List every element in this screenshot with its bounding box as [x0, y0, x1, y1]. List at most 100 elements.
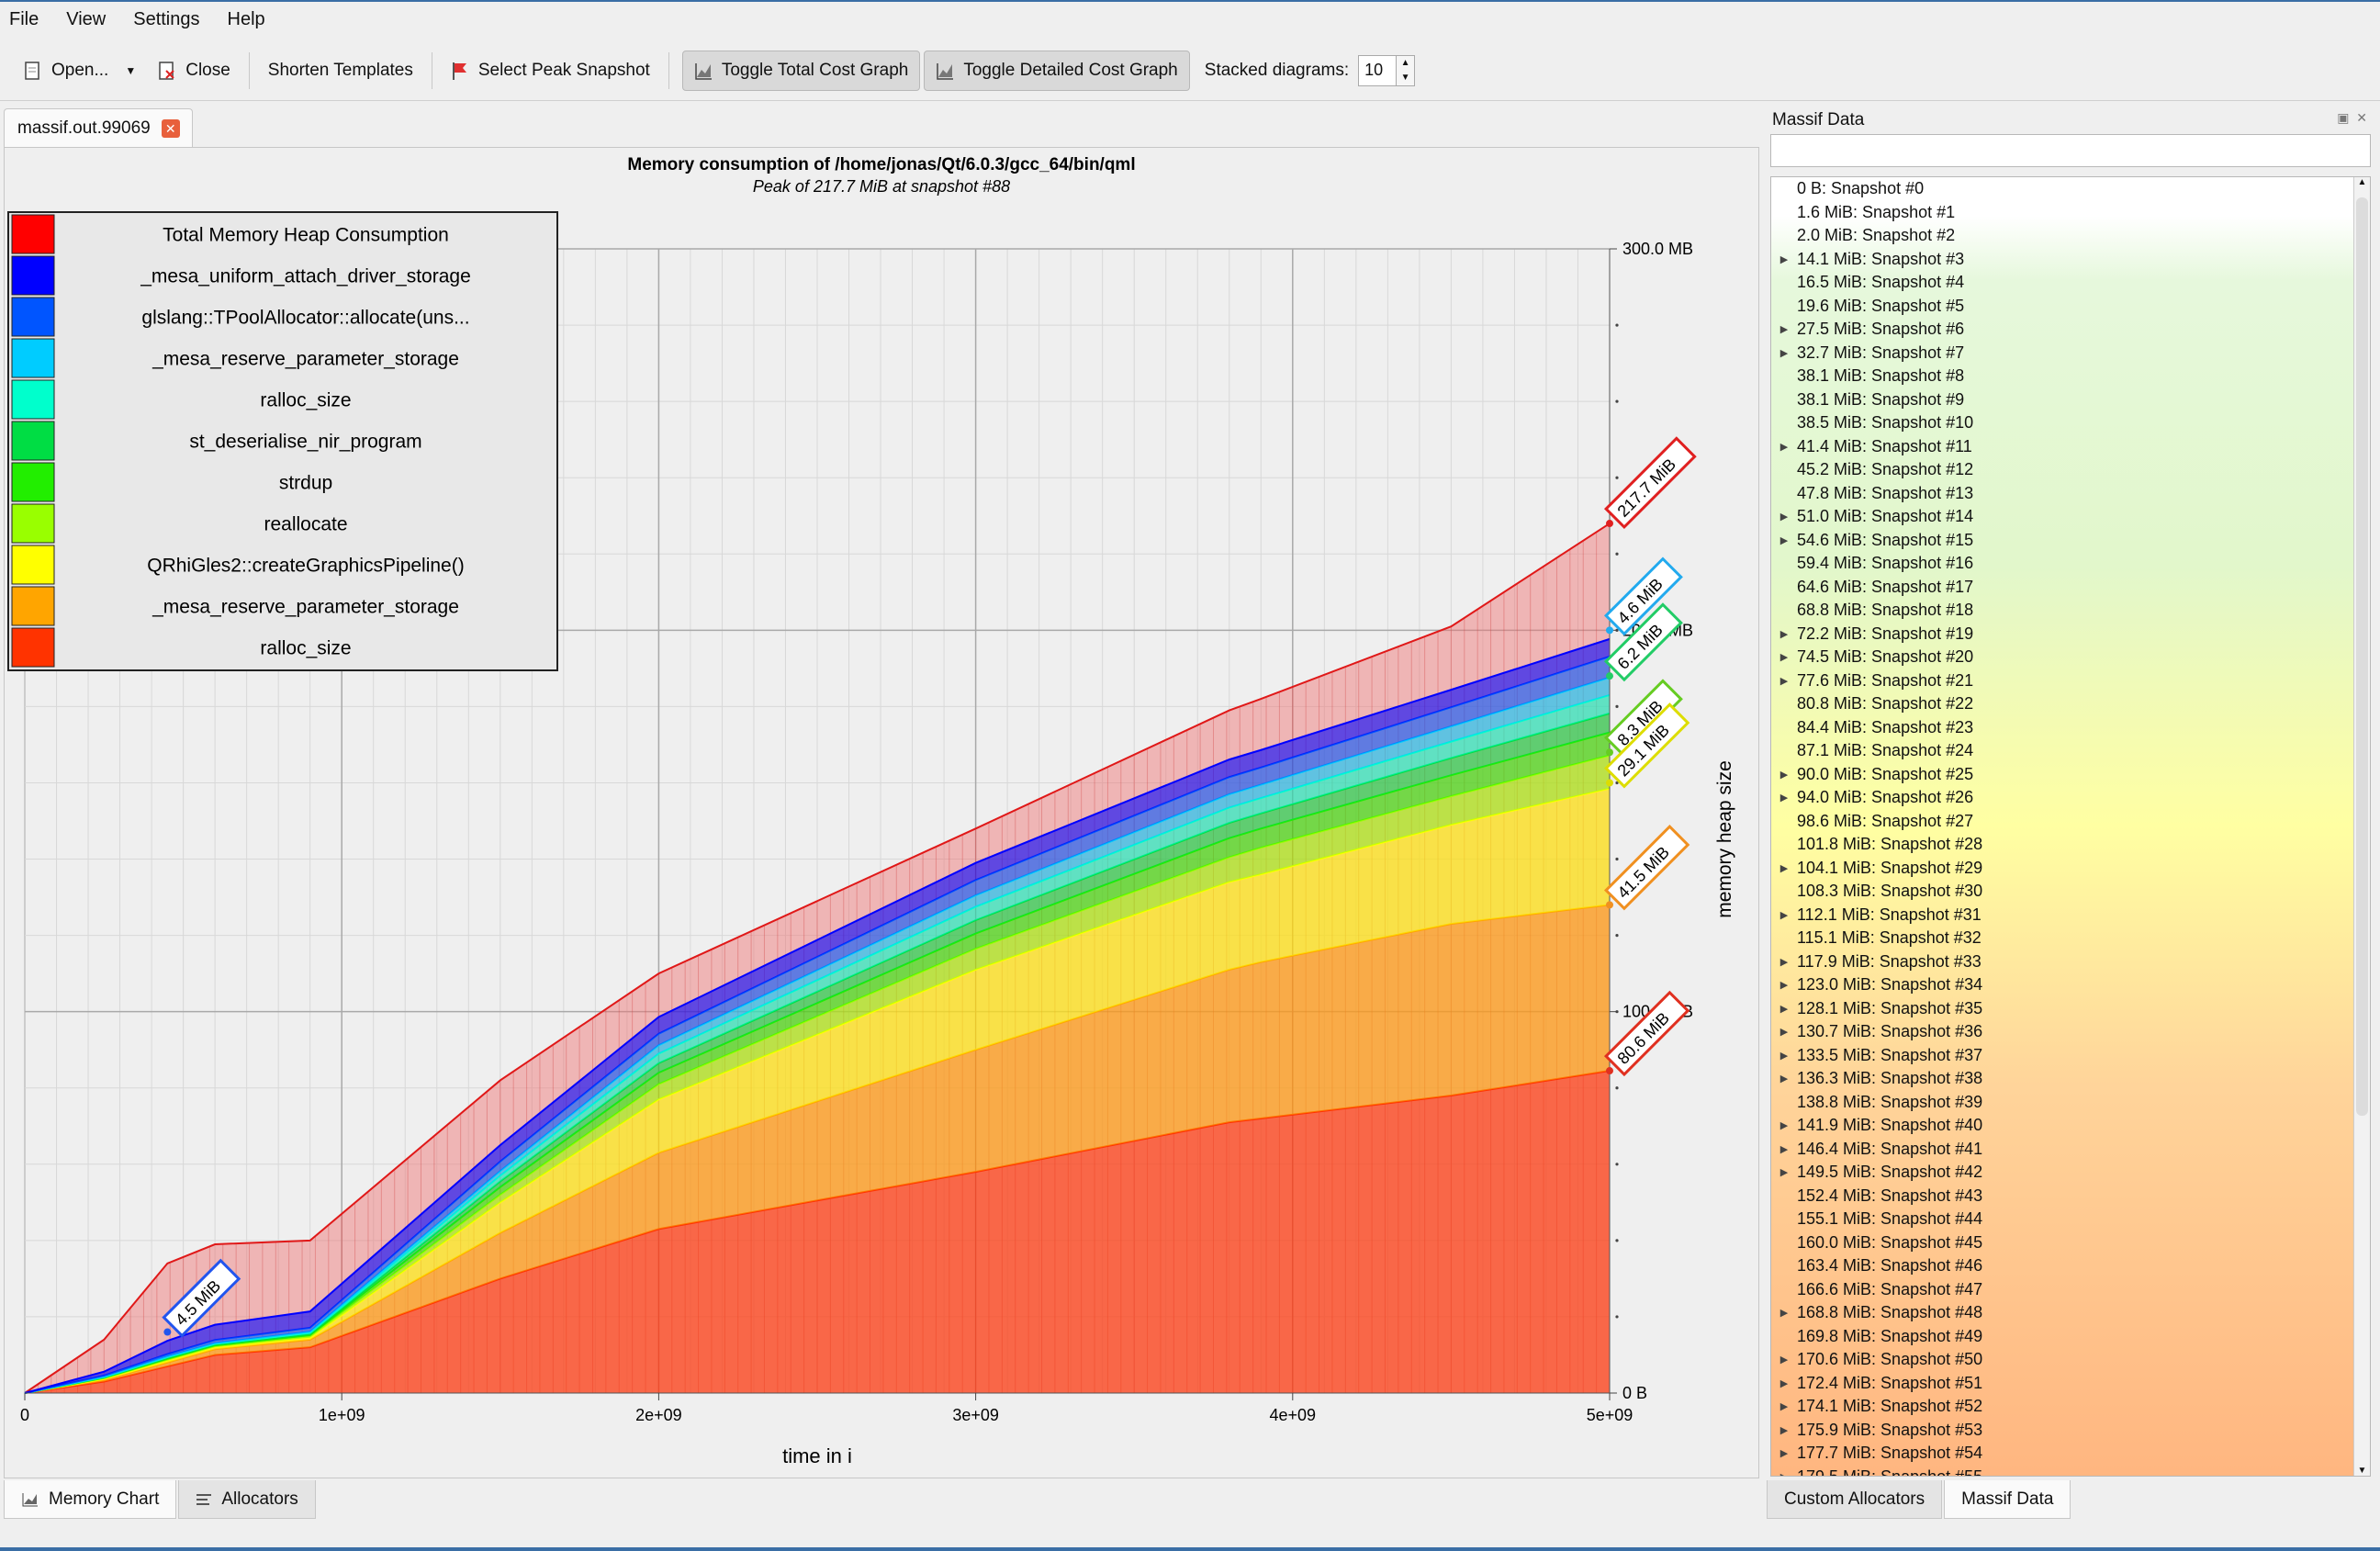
open-button[interactable]: Open... ▼ — [13, 51, 147, 91]
scrollbar[interactable]: ▲ ▼ — [2353, 177, 2370, 1476]
expand-arrow-icon[interactable]: ▶ — [1779, 1027, 1789, 1039]
snapshot-row[interactable]: 68.8 MiB: Snapshot #18 — [1771, 599, 2370, 623]
snapshot-row[interactable]: ▶ 90.0 MiB: Snapshot #25 — [1771, 763, 2370, 787]
snapshot-row[interactable]: ▶ 149.5 MiB: Snapshot #42 — [1771, 1161, 2370, 1185]
snapshot-row[interactable]: 2.0 MiB: Snapshot #2 — [1771, 224, 2370, 248]
snapshot-row[interactable]: ▶ 94.0 MiB: Snapshot #26 — [1771, 786, 2370, 810]
snapshot-row[interactable]: 166.6 MiB: Snapshot #47 — [1771, 1278, 2370, 1302]
snapshot-row[interactable]: ▶ 72.2 MiB: Snapshot #19 — [1771, 623, 2370, 646]
snapshot-row[interactable]: ▶ 74.5 MiB: Snapshot #20 — [1771, 646, 2370, 669]
snapshot-row[interactable]: 16.5 MiB: Snapshot #4 — [1771, 271, 2370, 295]
tab-custom-allocators[interactable]: Custom Allocators — [1767, 1480, 1943, 1519]
expand-arrow-icon[interactable]: ▶ — [1779, 980, 1789, 992]
snapshot-row[interactable]: 80.8 MiB: Snapshot #22 — [1771, 692, 2370, 716]
toggle-total-cost-button[interactable]: Toggle Total Cost Graph — [681, 50, 921, 91]
stacked-diagrams-stepper[interactable]: ▲ ▼ — [1397, 54, 1416, 86]
expand-arrow-icon[interactable]: ▶ — [1779, 511, 1789, 523]
expand-arrow-icon[interactable]: ▶ — [1779, 1073, 1789, 1085]
expand-arrow-icon[interactable]: ▶ — [1779, 1448, 1789, 1460]
snapshot-row[interactable]: 84.4 MiB: Snapshot #23 — [1771, 716, 2370, 740]
expand-arrow-icon[interactable]: ▶ — [1779, 909, 1789, 921]
expand-arrow-icon[interactable]: ▶ — [1779, 1424, 1789, 1436]
snapshot-row[interactable]: 101.8 MiB: Snapshot #28 — [1771, 833, 2370, 857]
snapshot-row[interactable]: 115.1 MiB: Snapshot #32 — [1771, 927, 2370, 950]
snapshot-row[interactable]: 169.8 MiB: Snapshot #49 — [1771, 1325, 2370, 1349]
snapshot-row[interactable]: ▶ 51.0 MiB: Snapshot #14 — [1771, 505, 2370, 529]
panel-float-close-buttons[interactable]: ▣ ✕ — [2337, 110, 2367, 125]
expand-arrow-icon[interactable]: ▶ — [1779, 862, 1789, 874]
snapshot-row[interactable]: 87.1 MiB: Snapshot #24 — [1771, 739, 2370, 763]
snapshot-row[interactable]: 163.4 MiB: Snapshot #46 — [1771, 1254, 2370, 1278]
filter-input[interactable] — [1770, 134, 2371, 167]
expand-arrow-icon[interactable]: ▶ — [1779, 1050, 1789, 1062]
snapshot-row[interactable]: 160.0 MiB: Snapshot #45 — [1771, 1231, 2370, 1255]
snapshot-row[interactable]: ▶ 177.7 MiB: Snapshot #54 — [1771, 1442, 2370, 1466]
snapshot-row[interactable]: ▶ 41.4 MiB: Snapshot #11 — [1771, 435, 2370, 459]
snapshot-row[interactable]: ▶ 104.1 MiB: Snapshot #29 — [1771, 857, 2370, 881]
snapshot-row[interactable]: ▶ 172.4 MiB: Snapshot #51 — [1771, 1372, 2370, 1396]
snapshot-row[interactable]: 152.4 MiB: Snapshot #43 — [1771, 1185, 2370, 1208]
snapshot-row[interactable]: 155.1 MiB: Snapshot #44 — [1771, 1208, 2370, 1231]
snapshot-row[interactable]: ▶ 32.7 MiB: Snapshot #7 — [1771, 342, 2370, 365]
stacked-diagrams-input[interactable]: 10 — [1358, 54, 1398, 86]
menu-view[interactable]: View — [66, 8, 107, 29]
snapshot-row[interactable]: ▶ 112.1 MiB: Snapshot #31 — [1771, 904, 2370, 927]
expand-arrow-icon[interactable]: ▶ — [1779, 347, 1789, 359]
expand-arrow-icon[interactable]: ▶ — [1779, 1377, 1789, 1389]
snapshot-row[interactable]: ▶ 168.8 MiB: Snapshot #48 — [1771, 1301, 2370, 1325]
snapshot-row[interactable]: ▶ 123.0 MiB: Snapshot #34 — [1771, 973, 2370, 997]
scroll-up-arrow[interactable]: ▲ — [2357, 177, 2367, 187]
snapshot-row[interactable]: ▶ 27.5 MiB: Snapshot #6 — [1771, 318, 2370, 342]
tab-allocators[interactable]: Allocators — [178, 1480, 316, 1519]
scrollbar-thumb[interactable] — [2356, 197, 2368, 1116]
snapshot-row[interactable]: 38.5 MiB: Snapshot #10 — [1771, 411, 2370, 435]
expand-arrow-icon[interactable]: ▶ — [1779, 1003, 1789, 1015]
expand-arrow-icon[interactable]: ▶ — [1779, 253, 1789, 265]
expand-arrow-icon[interactable]: ▶ — [1779, 324, 1789, 336]
menu-settings[interactable]: Settings — [133, 8, 200, 29]
snapshot-row[interactable]: ▶ 141.9 MiB: Snapshot #40 — [1771, 1114, 2370, 1138]
snapshot-row[interactable]: 138.8 MiB: Snapshot #39 — [1771, 1091, 2370, 1115]
shorten-templates-button[interactable]: Shorten Templates — [257, 51, 424, 91]
snapshot-row[interactable]: ▶ 77.6 MiB: Snapshot #21 — [1771, 669, 2370, 693]
snapshot-row[interactable]: 45.2 MiB: Snapshot #12 — [1771, 458, 2370, 482]
expand-arrow-icon[interactable]: ▶ — [1779, 1167, 1789, 1179]
snapshot-row[interactable]: ▶ 130.7 MiB: Snapshot #36 — [1771, 1020, 2370, 1044]
snapshot-row[interactable]: ▶ 128.1 MiB: Snapshot #35 — [1771, 997, 2370, 1021]
expand-arrow-icon[interactable]: ▶ — [1779, 652, 1789, 664]
snapshot-row[interactable]: ▶ 175.9 MiB: Snapshot #53 — [1771, 1419, 2370, 1443]
expand-arrow-icon[interactable]: ▶ — [1779, 792, 1789, 804]
snapshot-row[interactable]: ▶ 54.6 MiB: Snapshot #15 — [1771, 529, 2370, 553]
snapshot-row[interactable]: ▶ 136.3 MiB: Snapshot #38 — [1771, 1067, 2370, 1091]
snapshot-tree[interactable]: 0 B: Snapshot #0 1.6 MiB: Snapshot #1 2.0 … — [1770, 176, 2371, 1477]
expand-arrow-icon[interactable]: ▶ — [1779, 769, 1789, 781]
expand-arrow-icon[interactable]: ▶ — [1771, 1471, 1797, 1476]
menu-file[interactable]: File — [9, 8, 39, 29]
snapshot-row[interactable]: ▶ 146.4 MiB: Snapshot #41 — [1771, 1138, 2370, 1162]
snapshot-row[interactable]: ▶ 14.1 MiB: Snapshot #3 — [1771, 248, 2370, 272]
snapshot-row[interactable]: 1.6 MiB: Snapshot #1 — [1771, 201, 2370, 225]
expand-arrow-icon[interactable]: ▶ — [1779, 956, 1789, 968]
snapshot-row[interactable]: ▶ 117.9 MiB: Snapshot #33 — [1771, 950, 2370, 974]
expand-arrow-icon[interactable]: ▶ — [1779, 441, 1789, 453]
document-tab[interactable]: massif.out.99069 ✕ — [4, 108, 193, 147]
expand-arrow-icon[interactable]: ▶ — [1779, 1401, 1789, 1413]
snapshot-row[interactable]: ▶ 170.6 MiB: Snapshot #50 — [1771, 1348, 2370, 1372]
expand-arrow-icon[interactable]: ▶ — [1779, 1143, 1789, 1155]
snapshot-row[interactable]: ▶ 174.1 MiB: Snapshot #52 — [1771, 1395, 2370, 1419]
snapshot-row[interactable]: 108.3 MiB: Snapshot #30 — [1771, 880, 2370, 904]
chevron-down-icon[interactable]: ▼ — [125, 63, 137, 77]
tab-memory-chart[interactable]: Memory Chart — [4, 1480, 177, 1519]
snapshot-row[interactable]: 64.6 MiB: Snapshot #17 — [1771, 576, 2370, 600]
select-peak-button[interactable]: Select Peak Snapshot — [440, 51, 661, 91]
snapshot-row[interactable]: 47.8 MiB: Snapshot #13 — [1771, 482, 2370, 506]
snapshot-row[interactable]: ▶ 133.5 MiB: Snapshot #37 — [1771, 1044, 2370, 1068]
snapshot-row[interactable]: 38.1 MiB: Snapshot #9 — [1771, 388, 2370, 412]
snapshot-row[interactable]: 19.6 MiB: Snapshot #5 — [1771, 295, 2370, 319]
snapshot-row[interactable]: ▶179.5 MiB: Snapshot #55 — [1771, 1466, 2370, 1476]
expand-arrow-icon[interactable]: ▶ — [1779, 534, 1789, 546]
expand-arrow-icon[interactable]: ▶ — [1779, 628, 1789, 640]
expand-arrow-icon[interactable]: ▶ — [1779, 1120, 1789, 1132]
snapshot-row[interactable]: 0 B: Snapshot #0 — [1771, 177, 2370, 201]
scroll-down-arrow[interactable]: ▼ — [2357, 1466, 2367, 1476]
